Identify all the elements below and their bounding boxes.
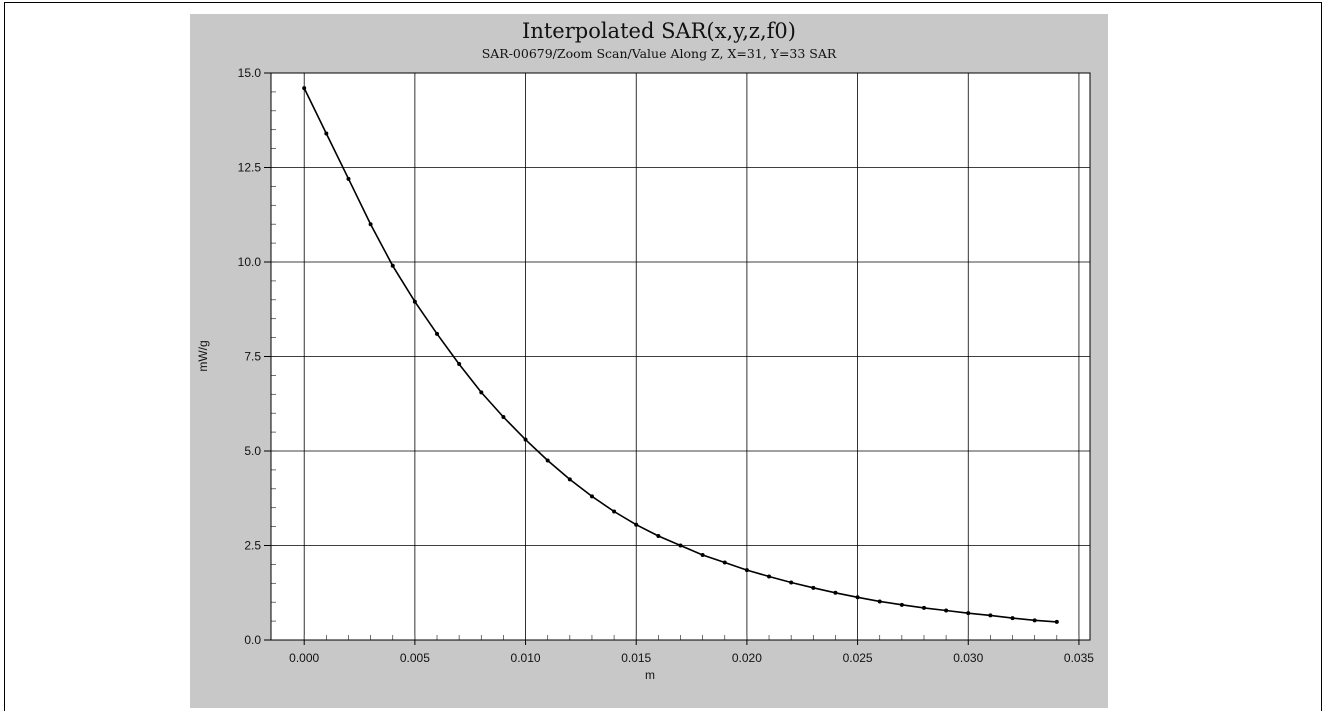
data-point [899, 602, 904, 607]
data-point [1032, 618, 1037, 623]
data-point [346, 176, 351, 181]
data-point [678, 543, 683, 548]
data-point [368, 222, 373, 227]
data-point [479, 390, 484, 395]
data-point [966, 611, 971, 616]
chart: Interpolated SAR(x,y,z,f0) SAR-00679/Zoo… [196, 19, 1094, 682]
y-tick-label: 2.5 [244, 539, 261, 553]
data-point [833, 590, 838, 595]
data-point [722, 560, 727, 565]
x-tick-label: 0.010 [511, 651, 541, 665]
x-tick-label: 0.015 [621, 651, 651, 665]
y-tick-label: 5.0 [244, 444, 261, 458]
data-point [457, 362, 462, 367]
data-point [390, 263, 395, 268]
data-point [811, 585, 816, 590]
chart-subtitle: SAR-00679/Zoom Scan/Value Along Z, X=31,… [482, 46, 837, 61]
x-tick-label: 0.030 [953, 651, 983, 665]
grid-lines [264, 72, 1090, 645]
plot-border [270, 72, 1091, 641]
data-point [877, 599, 882, 604]
data-point [1010, 616, 1015, 621]
data-point [767, 574, 772, 579]
data-point [324, 131, 329, 136]
data-point [589, 494, 594, 499]
data-point [789, 580, 794, 585]
data-point [944, 608, 949, 613]
x-tick-labels: 0.000 0.005 0.010 0.015 0.020 0.025 0.030 0.035 [289, 651, 1094, 665]
data-point [988, 613, 993, 618]
y-tick-labels: 0.0 2.5 5.0 7.5 10.0 12.5 15.0 [238, 66, 262, 647]
data-point [656, 534, 661, 539]
data-point [302, 86, 307, 91]
data-point [634, 522, 639, 527]
data-point [435, 331, 440, 336]
data-point [612, 509, 617, 514]
x-tick-label: 0.005 [400, 651, 430, 665]
x-axis-label: m [645, 668, 655, 682]
y-axis-label: mW/g [196, 340, 210, 371]
data-point [700, 552, 705, 557]
x-tick-label: 0.000 [289, 651, 319, 665]
y-tick-label: 10.0 [238, 255, 262, 269]
data-point [523, 437, 528, 442]
y-tick-label: 0.0 [244, 633, 261, 647]
data-point [744, 568, 749, 573]
x-tick-label: 0.035 [1064, 651, 1094, 665]
data-series [302, 86, 1059, 624]
x-tick-label: 0.020 [732, 651, 762, 665]
y-tick-label: 12.5 [238, 161, 262, 175]
x-tick-label: 0.025 [843, 651, 873, 665]
y-tick-label: 7.5 [244, 350, 261, 364]
y-tick-label: 15.0 [238, 66, 262, 80]
data-point [855, 595, 860, 600]
minor-ticks [271, 72, 1080, 641]
data-point [501, 414, 506, 419]
data-point [921, 605, 926, 610]
data-point [412, 299, 417, 304]
chart-panel: Interpolated SAR(x,y,z,f0) SAR-00679/Zoo… [190, 14, 1108, 708]
chart-title: Interpolated SAR(x,y,z,f0) [522, 19, 796, 43]
outer-frame [4, 2, 1322, 711]
data-point [567, 477, 572, 482]
data-point [1054, 619, 1059, 624]
data-point [545, 458, 550, 463]
